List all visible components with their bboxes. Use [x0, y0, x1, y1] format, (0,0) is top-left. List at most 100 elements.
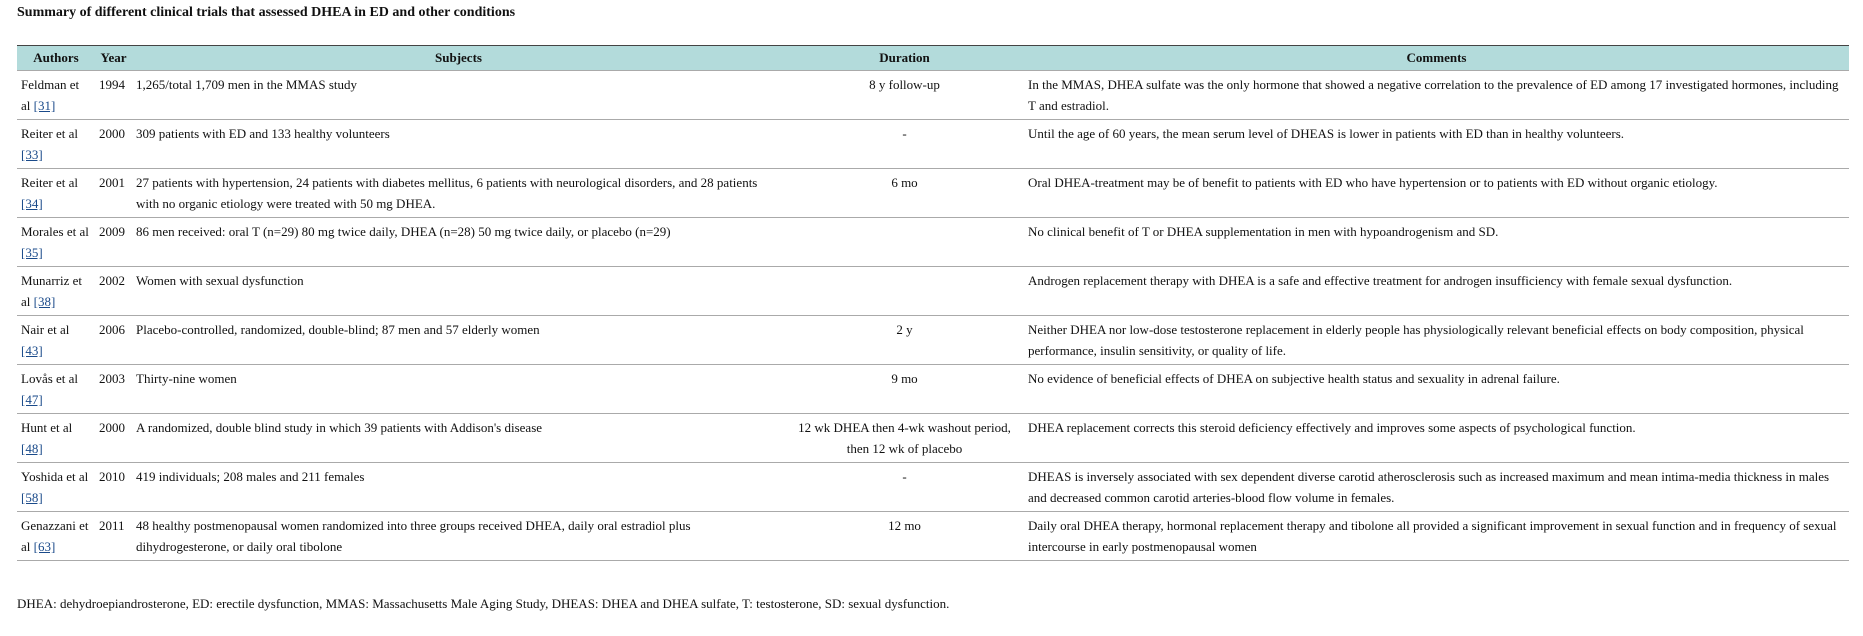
year-cell: 2003 — [95, 364, 132, 414]
comments: DHEA replacement corrects this steroid d… — [1028, 420, 1636, 435]
table-body: Feldman et al [31] 1994 1,265/total 1,709 … — [17, 70, 1849, 561]
duration: 12 mo — [888, 518, 921, 533]
authors-cell: Reiter et al [33] — [17, 119, 95, 169]
subjects-cell: 48 healthy postmenopausal women randomiz… — [132, 511, 785, 561]
year-cell: 2000 — [95, 413, 132, 463]
column-header: Subjects — [132, 45, 785, 71]
comments-cell: Androgen replacement therapy with DHEA i… — [1024, 266, 1849, 316]
reference-link[interactable]: [48] — [21, 441, 43, 456]
reference-link[interactable]: [34] — [21, 196, 43, 211]
table-row: Reiter et al [34] 2001 27 patients with hy… — [17, 168, 1849, 218]
authors-cell: Genazzani et al [63] — [17, 511, 95, 561]
duration: 6 mo — [891, 175, 918, 190]
subjects: A randomized, double blind study in whic… — [136, 420, 543, 435]
authors-cell: Morales et al [35] — [17, 217, 95, 267]
authors: Reiter et al — [21, 175, 79, 190]
subjects: 86 men received: oral T (n=29) 80 mg twi… — [136, 224, 671, 239]
year: 2000 — [99, 420, 125, 435]
subjects: 419 individuals; 208 males and 211 femal… — [136, 469, 365, 484]
comments-cell: No evidence of beneficial effects of DHE… — [1024, 364, 1849, 414]
subjects-cell: 309 patients with ED and 133 healthy vol… — [132, 119, 785, 169]
duration: 12 wk DHEA then 4-wk washout period, the… — [798, 420, 1011, 456]
year-cell: 1994 — [95, 70, 132, 120]
table-row: Lovås et al [47] 2003 Thirty-nine women 9 m… — [17, 364, 1849, 414]
duration-cell — [785, 266, 1024, 316]
year: 2000 — [99, 126, 125, 141]
year-cell: 2001 — [95, 168, 132, 218]
authors-cell: Yoshida et al [58] — [17, 462, 95, 512]
reference-link[interactable]: [35] — [21, 245, 43, 260]
table-row: Nair et al [43] 2006 Placebo-controlled, r… — [17, 315, 1849, 365]
reference-link[interactable]: [63] — [33, 539, 56, 554]
table-row: Hunt et al [48] 2000 A randomized, double … — [17, 413, 1849, 463]
reference-link[interactable]: [47] — [21, 392, 43, 407]
subjects: 1,265/total 1,709 men in the MMAS study — [136, 77, 357, 92]
authors: Reiter et al — [21, 126, 79, 141]
comments: Androgen replacement therapy with DHEA i… — [1028, 273, 1733, 288]
comments-cell: In the MMAS, DHEA sulfate was the only h… — [1024, 70, 1849, 120]
authors: Feldman et al — [21, 77, 80, 113]
subjects-cell: 86 men received: oral T (n=29) 80 mg twi… — [132, 217, 785, 267]
comments: Until the age of 60 years, the mean seru… — [1028, 126, 1625, 141]
footnote: DHEA: dehydroepiandrosterone, ED: erecti… — [17, 596, 950, 611]
comments-cell: DHEA replacement corrects this steroid d… — [1024, 413, 1849, 463]
comments: DHEAS is inversely associated with sex d… — [1028, 469, 1830, 505]
year: 2006 — [99, 322, 125, 337]
year: 2001 — [99, 175, 125, 190]
year-cell: 2010 — [95, 462, 132, 512]
reference-link[interactable]: [58] — [21, 490, 43, 505]
subjects: Placebo-controlled, randomized, double-b… — [136, 322, 540, 337]
reference-link[interactable]: [38] — [33, 294, 56, 309]
duration-cell: 2 y — [785, 315, 1024, 365]
authors-cell: Nair et al [43] — [17, 315, 95, 365]
authors-cell: Reiter et al [34] — [17, 168, 95, 218]
year: 2011 — [99, 518, 125, 533]
comments-cell: Neither DHEA nor low-dose testosterone r… — [1024, 315, 1849, 365]
subjects-cell: 27 patients with hypertension, 24 patien… — [132, 168, 785, 218]
subjects-cell: Placebo-controlled, randomized, double-b… — [132, 315, 785, 365]
duration-cell: - — [785, 462, 1024, 512]
subjects: 48 healthy postmenopausal women randomiz… — [136, 518, 691, 554]
subjects: 27 patients with hypertension, 24 patien… — [136, 175, 758, 211]
duration-cell: 9 mo — [785, 364, 1024, 414]
year: 2003 — [99, 371, 125, 386]
table-row: Reiter et al [33] 2000 309 patients with E… — [17, 119, 1849, 169]
subjects-cell: A randomized, double blind study in whic… — [132, 413, 785, 463]
reference-link[interactable]: [31] — [33, 98, 56, 113]
comments: Daily oral DHEA therapy, hormonal replac… — [1028, 518, 1837, 554]
year-cell: 2006 — [95, 315, 132, 365]
authors: Morales et al — [21, 224, 89, 239]
duration: 2 y — [896, 322, 913, 337]
authors: Lovås et al — [21, 371, 79, 386]
duration: 9 mo — [891, 371, 918, 386]
header-row: Authors Year Subjects Duration Comments — [17, 45, 1849, 71]
year: 2002 — [99, 273, 125, 288]
table-row: Feldman et al [31] 1994 1,265/total 1,709 … — [17, 70, 1849, 120]
table-row: Genazzani et al [63] 2011 48 healthy postm… — [17, 511, 1849, 561]
reference-link[interactable]: [33] — [21, 147, 43, 162]
year-cell: 2011 — [95, 511, 132, 561]
authors: Yoshida et al — [21, 469, 89, 484]
comments: In the MMAS, DHEA sulfate was the only h… — [1028, 77, 1839, 113]
comments: No clinical benefit of T or DHEA supplem… — [1028, 224, 1499, 239]
duration-cell: 6 mo — [785, 168, 1024, 218]
authors: Hunt et al — [21, 420, 73, 435]
comments-cell: Oral DHEA-treatment may be of benefit to… — [1024, 168, 1849, 218]
column-header: Authors — [17, 45, 95, 71]
authors-cell: Feldman et al [31] — [17, 70, 95, 120]
trials-table: Authors Year Subjects Duration Comments Feld… — [17, 45, 1849, 561]
subjects: Women with sexual dysfunction — [136, 273, 304, 288]
subjects-cell: Thirty-nine women — [132, 364, 785, 414]
subjects: Thirty-nine women — [136, 371, 237, 386]
duration: - — [902, 126, 907, 141]
authors-cell: Hunt et al [48] — [17, 413, 95, 463]
authors: Nair et al — [21, 322, 70, 337]
table-row: Yoshida et al [58] 2010 419 individuals; 2… — [17, 462, 1849, 512]
subjects: 309 patients with ED and 133 healthy vol… — [136, 126, 390, 141]
duration-cell: 12 mo — [785, 511, 1024, 561]
subjects-cell: 1,265/total 1,709 men in the MMAS study — [132, 70, 785, 120]
duration-cell — [785, 217, 1024, 267]
reference-link[interactable]: [43] — [21, 343, 43, 358]
comments-cell: Until the age of 60 years, the mean seru… — [1024, 119, 1849, 169]
